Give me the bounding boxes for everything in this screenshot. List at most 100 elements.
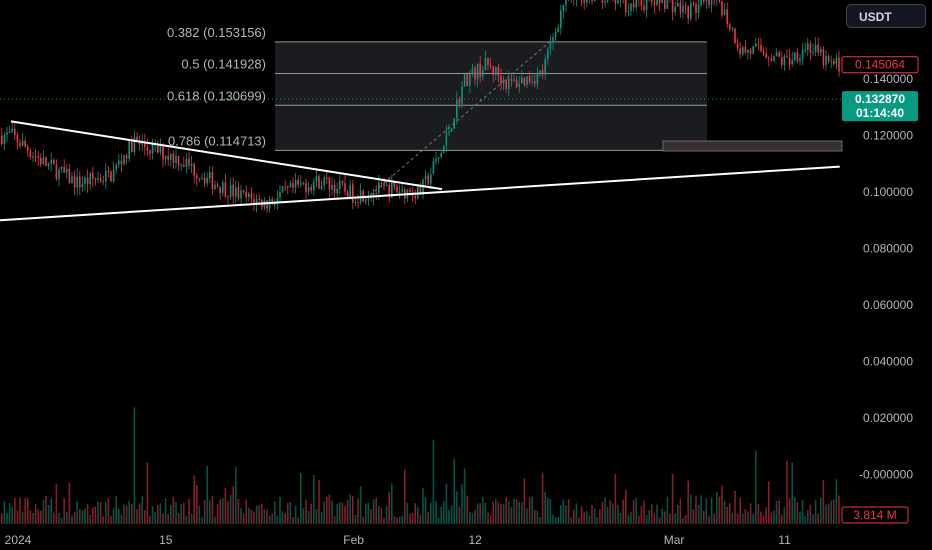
volume-bar: [385, 505, 388, 524]
candle: [492, 66, 494, 75]
candle: [66, 168, 68, 173]
volume-bar: [560, 505, 562, 524]
volume-bar: [775, 501, 778, 524]
candle: [6, 132, 8, 135]
candle: [110, 171, 112, 182]
volume-bar: [833, 499, 835, 524]
volume-bar: [508, 501, 510, 524]
candle: [307, 187, 310, 193]
candle: [692, 2, 695, 4]
volume-bar: [190, 513, 193, 524]
candle: [801, 50, 804, 59]
candle: [196, 175, 198, 179]
volume-bar: [565, 505, 567, 524]
volume-bar: [515, 499, 518, 524]
volume-bar: [258, 505, 260, 524]
candle: [466, 73, 468, 86]
volume-bar: [193, 475, 195, 524]
volume-bar: [505, 497, 507, 524]
volume-bar: [502, 503, 505, 524]
volume-bar: [705, 498, 708, 524]
trendline-2[interactable]: [0, 165, 840, 222]
candle: [469, 73, 471, 86]
volume-bar: [73, 511, 76, 524]
volume-bar: [690, 494, 692, 524]
fib-label-0.5: 0.5 (0.141928): [181, 57, 266, 72]
candle: [99, 178, 102, 182]
volume-bar: [469, 511, 471, 524]
volume-bar: [151, 506, 154, 524]
candle: [320, 185, 323, 189]
volume-bar: [320, 512, 323, 524]
candle: [531, 81, 533, 83]
candle: [37, 156, 39, 158]
candle: [40, 157, 42, 165]
volume-bar: [391, 483, 393, 524]
volume-bar: [638, 515, 640, 524]
candle: [354, 201, 357, 203]
volume-bar: [154, 512, 156, 524]
volume-bar: [736, 513, 739, 524]
volume-bar: [27, 497, 29, 524]
candle: [177, 156, 180, 166]
volume-bar: [157, 505, 159, 524]
candle: [326, 177, 328, 179]
trendline-1[interactable]: [10, 120, 443, 191]
volume-bar: [744, 508, 747, 524]
candle: [549, 42, 552, 50]
time-tick: Mar: [664, 533, 685, 547]
candle: [497, 67, 500, 76]
candle: [175, 156, 177, 163]
candle: [1, 135, 3, 144]
candle: [297, 180, 299, 185]
candle: [164, 155, 167, 160]
volume-bar: [167, 514, 169, 524]
volume-bar: [456, 491, 458, 524]
volume-bar: [42, 499, 45, 524]
volume-bar: [240, 507, 242, 524]
volume-bar: [838, 495, 840, 524]
volume-bar: [107, 498, 110, 524]
volume-bar: [723, 500, 726, 524]
candle: [11, 128, 13, 132]
range-rectangle: [662, 140, 843, 152]
volume-bar: [573, 509, 575, 524]
candle: [339, 181, 341, 190]
currency-button[interactable]: USDT: [846, 4, 926, 28]
candle: [541, 70, 544, 75]
candle: [55, 164, 58, 179]
candle: [653, 1, 656, 5]
volume-bar: [692, 509, 695, 524]
volume-bar: [742, 513, 744, 524]
candle: [625, 0, 627, 13]
candle: [770, 58, 773, 61]
candle: [318, 176, 320, 189]
volume-bar: [612, 503, 614, 524]
volume-bar: [482, 496, 484, 524]
candle: [606, 0, 609, 1]
candle: [736, 43, 739, 49]
candle: [274, 203, 276, 205]
volume-bar: [47, 504, 50, 524]
trendlines[interactable]: [0, 0, 840, 222]
volume-bar: [466, 495, 468, 524]
fibonacci-box: [0, 39, 843, 196]
candle: [201, 177, 203, 179]
candle: [502, 79, 505, 84]
candle: [292, 183, 294, 188]
volume-bar: [664, 511, 666, 524]
candle: [16, 134, 19, 143]
candle: [435, 158, 437, 162]
volume-bar: [835, 479, 838, 524]
candle: [188, 159, 190, 166]
candle: [19, 142, 21, 146]
volume-bar: [495, 498, 497, 524]
candle: [765, 53, 767, 58]
volume-bar: [367, 503, 370, 524]
candle: [357, 201, 359, 203]
candle: [690, 2, 692, 19]
candle: [162, 145, 164, 160]
candle: [242, 190, 245, 192]
volume-bar: [8, 502, 11, 524]
